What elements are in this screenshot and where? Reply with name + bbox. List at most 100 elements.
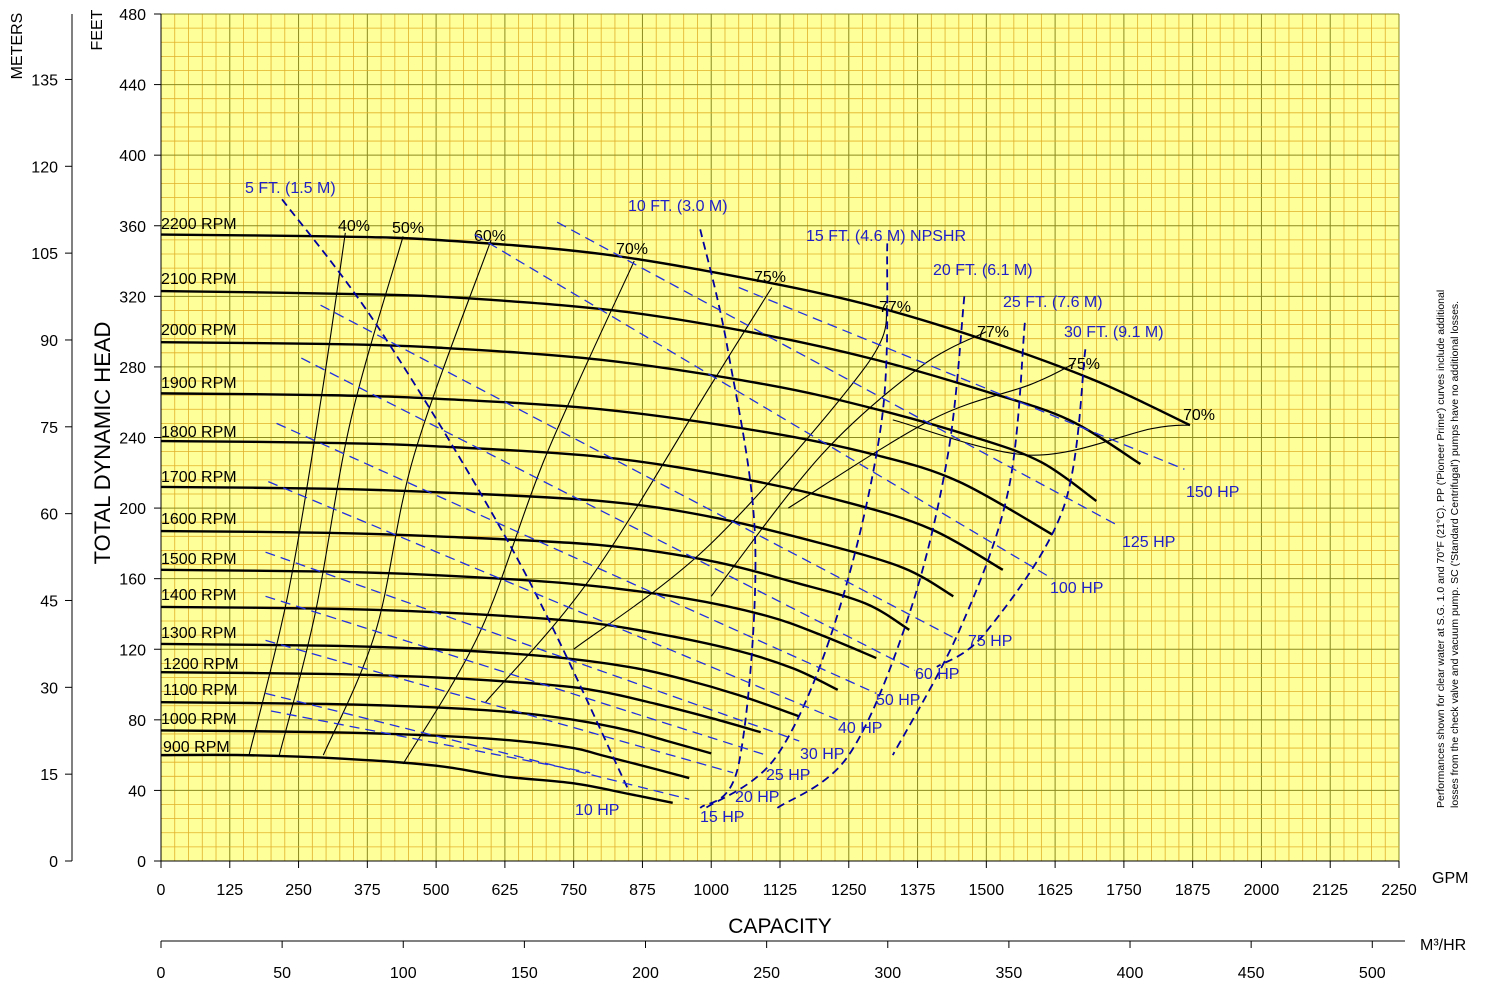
hp-line <box>738 286 1185 470</box>
hp-label: 75 HP <box>968 633 1012 650</box>
meter-tick-label: 0 <box>49 854 58 871</box>
efficiency-label: 50% <box>392 220 424 237</box>
rpm-curve <box>160 670 762 734</box>
hp-line <box>265 595 767 756</box>
feet-tick-label: 0 <box>137 854 146 871</box>
m3hr-tick-label: 200 <box>632 965 659 982</box>
meter-tick-label: 135 <box>31 72 58 89</box>
gpm-tick-label: 375 <box>354 882 381 899</box>
gpm-tick-label: 1250 <box>831 882 867 899</box>
rpm-curve <box>160 568 877 660</box>
rpm-curve <box>160 529 910 631</box>
hp-label: 30 HP <box>800 746 844 763</box>
efficiency-curve <box>322 239 492 756</box>
m3hr-tick-label: 0 <box>157 965 166 982</box>
meter-tick-label: 45 <box>40 593 58 610</box>
gpm-tick-label: 1750 <box>1106 882 1142 899</box>
rpm-curve <box>160 485 954 598</box>
efficiency-curve <box>573 304 888 650</box>
npshr-label: 25 FT. (7.6 M) <box>1003 294 1103 311</box>
hp-label: 40 HP <box>838 720 882 737</box>
npshr-label: 20 FT. (6.1 M) <box>933 262 1033 279</box>
unit-m3hr: M³/HR <box>1420 937 1466 954</box>
rpm-label: 1400 RPM <box>161 587 237 604</box>
meter-tick-label: 105 <box>31 246 58 263</box>
gpm-tick-label: 1500 <box>969 882 1005 899</box>
efficiency-label: 40% <box>338 218 370 235</box>
m3hr-tick-label: 300 <box>874 965 901 982</box>
npshr-curve <box>699 229 757 809</box>
feet-tick-label: 200 <box>119 501 146 518</box>
feet-tick-label: 120 <box>119 642 146 659</box>
unit-meters: METERS <box>9 13 26 80</box>
hp-line <box>276 422 877 694</box>
npshr-curve <box>776 296 966 809</box>
efficiency-curve <box>278 236 404 756</box>
rpm-label: 1200 RPM <box>163 656 239 673</box>
x-axis-label: CAPACITY <box>728 915 831 938</box>
rpm-curve <box>160 439 1004 571</box>
hp-label: 150 HP <box>1186 484 1239 501</box>
efficiency-curve <box>402 260 635 765</box>
hp-label: 15 HP <box>700 809 744 826</box>
note-line-2: losses from the check valve and vacuum p… <box>1449 301 1461 808</box>
rpm-label: 2200 RPM <box>161 216 237 233</box>
hp-label: 100 HP <box>1050 580 1103 597</box>
efficiency-curve <box>485 287 773 703</box>
m3hr-tick-label: 50 <box>273 965 291 982</box>
unit-gpm: GPM <box>1432 870 1468 887</box>
feet-tick-label: 160 <box>119 572 146 589</box>
npshr-curves: 5 FT. (1.5 M) 10 FT. (3.0 M) 15 FT. (4.6 M… <box>245 180 1164 809</box>
rpm-curve <box>160 729 690 780</box>
rpm-curve <box>160 700 712 755</box>
npshr-label: 15 FT. (4.6 M) NPSHR <box>806 228 966 245</box>
npshr-curve <box>936 349 1087 668</box>
hp-line <box>270 710 591 774</box>
rpm-label: 1600 RPM <box>161 511 237 528</box>
efficiency-label: 75% <box>754 269 786 286</box>
rpm-label: 1300 RPM <box>161 625 237 642</box>
hp-line <box>556 221 1119 527</box>
meter-tick-label: 75 <box>40 420 58 437</box>
hp-label: 10 HP <box>575 802 619 819</box>
rpm-curve <box>160 605 839 691</box>
m3hr-tick-label: 100 <box>390 965 417 982</box>
performance-note: Performances shown for clear water at S.… <box>1435 290 1461 808</box>
rpm-curve <box>160 341 1098 503</box>
feet-tick-label: 480 <box>119 7 146 24</box>
gpm-tick-label: 1625 <box>1037 882 1073 899</box>
note-line-1: Performances shown for clear water at S.… <box>1435 290 1447 808</box>
npshr-label: 10 FT. (3.0 M) <box>628 198 728 215</box>
rpm-curve <box>160 392 1053 536</box>
m3hr-tick-label: 500 <box>1359 965 1386 982</box>
npshr-label: 30 FT. (9.1 M) <box>1064 324 1164 341</box>
feet-tick-label: 320 <box>119 289 146 306</box>
rpm-curve <box>160 642 800 718</box>
feet-tick-label: 360 <box>119 219 146 236</box>
rpm-curve <box>160 753 673 804</box>
efficiency-label: 77% <box>879 299 911 316</box>
gpm-tick-label: 1375 <box>900 882 936 899</box>
efficiency-curve <box>787 362 1075 509</box>
gpm-tick-label: 1000 <box>693 882 729 899</box>
rpm-label: 1000 RPM <box>161 711 237 728</box>
rpm-label: 1800 RPM <box>161 424 237 441</box>
efficiency-curve <box>710 331 987 597</box>
feet-tick-label: 400 <box>119 148 146 165</box>
m3hr-tick-label: 250 <box>753 965 780 982</box>
rpm-label: 1900 RPM <box>161 375 237 392</box>
hp-line <box>320 304 960 642</box>
y-axis-label: TOTAL DYNAMIC HEAD <box>90 322 115 565</box>
gpm-tick-label: 2000 <box>1244 882 1280 899</box>
hp-line <box>474 234 1053 580</box>
gpm-tick-label: 1875 <box>1175 882 1211 899</box>
grid <box>160 13 1400 862</box>
gpm-tick-label: 0 <box>157 882 166 899</box>
hp-lines: 150 HP 125 HP 100 HP 75 HP 60 HP 50 HP 40 HP 30… <box>265 221 1239 826</box>
meter-tick-label: 120 <box>31 159 58 176</box>
meter-tick-label: 15 <box>40 767 58 784</box>
m3hr-tick-label: 400 <box>1117 965 1144 982</box>
rpm-label: 1500 RPM <box>161 551 237 568</box>
gpm-tick-label: 1125 <box>763 882 798 899</box>
